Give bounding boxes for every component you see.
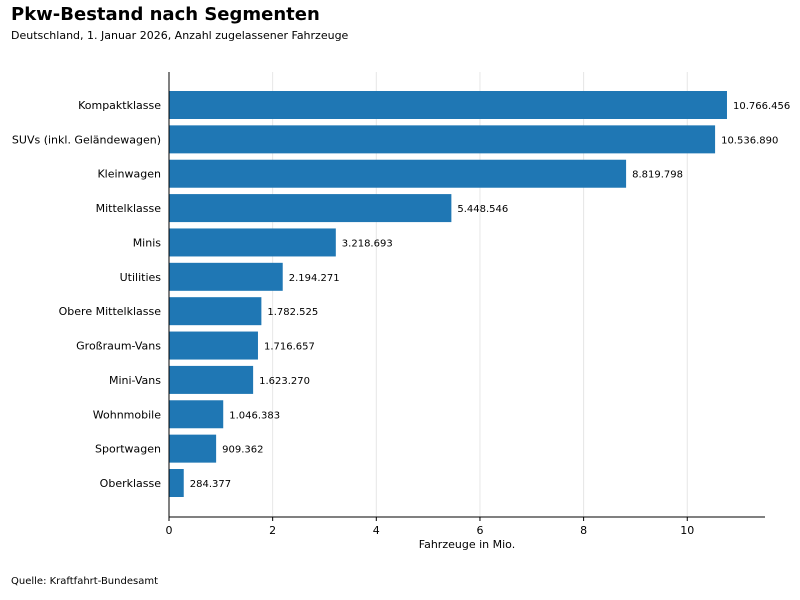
bar: [169, 262, 283, 291]
data-label: 10.766.456: [733, 101, 790, 112]
bar: [169, 228, 336, 257]
bar: [169, 365, 254, 394]
data-label: 1.046.383: [229, 410, 280, 421]
data-label: 284.377: [190, 479, 231, 490]
category-label: Wohnmobile: [93, 408, 161, 421]
bar: [169, 469, 184, 497]
category-label: Mini-Vans: [109, 374, 161, 387]
bar: [169, 297, 262, 326]
bar: [169, 434, 217, 463]
data-label: 5.448.546: [457, 204, 508, 215]
x-tick-label: 8: [580, 524, 587, 537]
data-label: 1.716.657: [264, 342, 315, 353]
data-label: 909.362: [222, 445, 263, 456]
bar: [169, 194, 452, 223]
source-note: Quelle: Kraftfahrt-Bundesamt: [11, 576, 158, 587]
data-label: 1.623.270: [259, 376, 310, 387]
x-tick-label: 10: [680, 524, 694, 537]
data-label: 3.218.693: [342, 238, 393, 249]
data-label: 8.819.798: [632, 170, 683, 181]
bar: [169, 91, 727, 119]
data-label: 2.194.271: [289, 273, 340, 284]
category-label: Kompaktklasse: [78, 99, 161, 112]
category-label: Großraum-Vans: [76, 340, 161, 353]
category-label: Sportwagen: [95, 443, 161, 456]
bar: [169, 331, 258, 360]
chart-title: Pkw-Bestand nach Segmenten: [11, 4, 320, 25]
chart-subtitle: Deutschland, 1. Januar 2026, Anzahl zuge…: [11, 29, 349, 42]
x-tick-label: 6: [476, 524, 483, 537]
category-label: Utilities: [120, 271, 162, 284]
category-label: Mittelklasse: [96, 202, 162, 215]
x-tick-label: 2: [269, 524, 276, 537]
bar: [169, 400, 224, 429]
category-label: Kleinwagen: [97, 168, 161, 181]
category-label: Minis: [133, 236, 162, 249]
bar: [169, 159, 627, 188]
x-tick-label: 4: [373, 524, 380, 537]
x-tick-label: 0: [166, 524, 173, 537]
data-label: 10.536.890: [721, 135, 778, 146]
category-label: SUVs (inkl. Geländewagen): [12, 133, 161, 146]
category-label: Oberklasse: [100, 477, 162, 490]
bar: [169, 125, 716, 154]
x-axis-label: Fahrzeuge in Mio.: [419, 538, 515, 551]
category-label: Obere Mittelklasse: [59, 305, 162, 318]
data-label: 1.782.525: [267, 307, 318, 318]
